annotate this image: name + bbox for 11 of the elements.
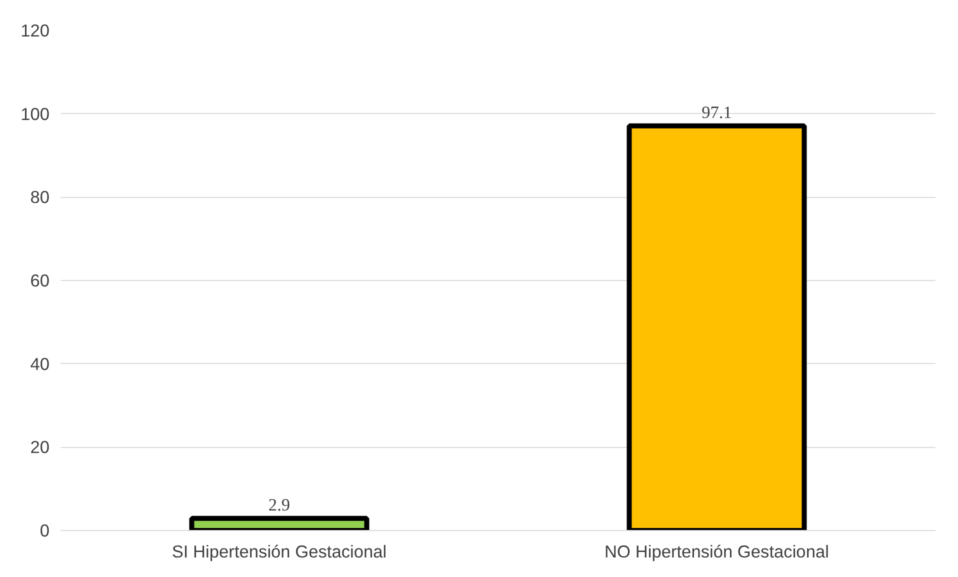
y-tick-label: 100 (20, 104, 50, 124)
y-tick-label: 120 (20, 20, 50, 40)
x-tick-label: NO Hipertensión Gestacional (604, 542, 829, 562)
data-label: 2.9 (268, 495, 290, 514)
data-label: 97.1 (702, 102, 732, 122)
y-tick-label: 80 (30, 187, 50, 208)
x-tick-label: SI Hipertensión Gestacional (172, 542, 387, 562)
y-tick-label: 0 (40, 520, 50, 540)
y-tick-label: 60 (30, 270, 50, 290)
y-tick-label: 40 (30, 354, 50, 374)
y-tick-label: 20 (30, 437, 50, 458)
